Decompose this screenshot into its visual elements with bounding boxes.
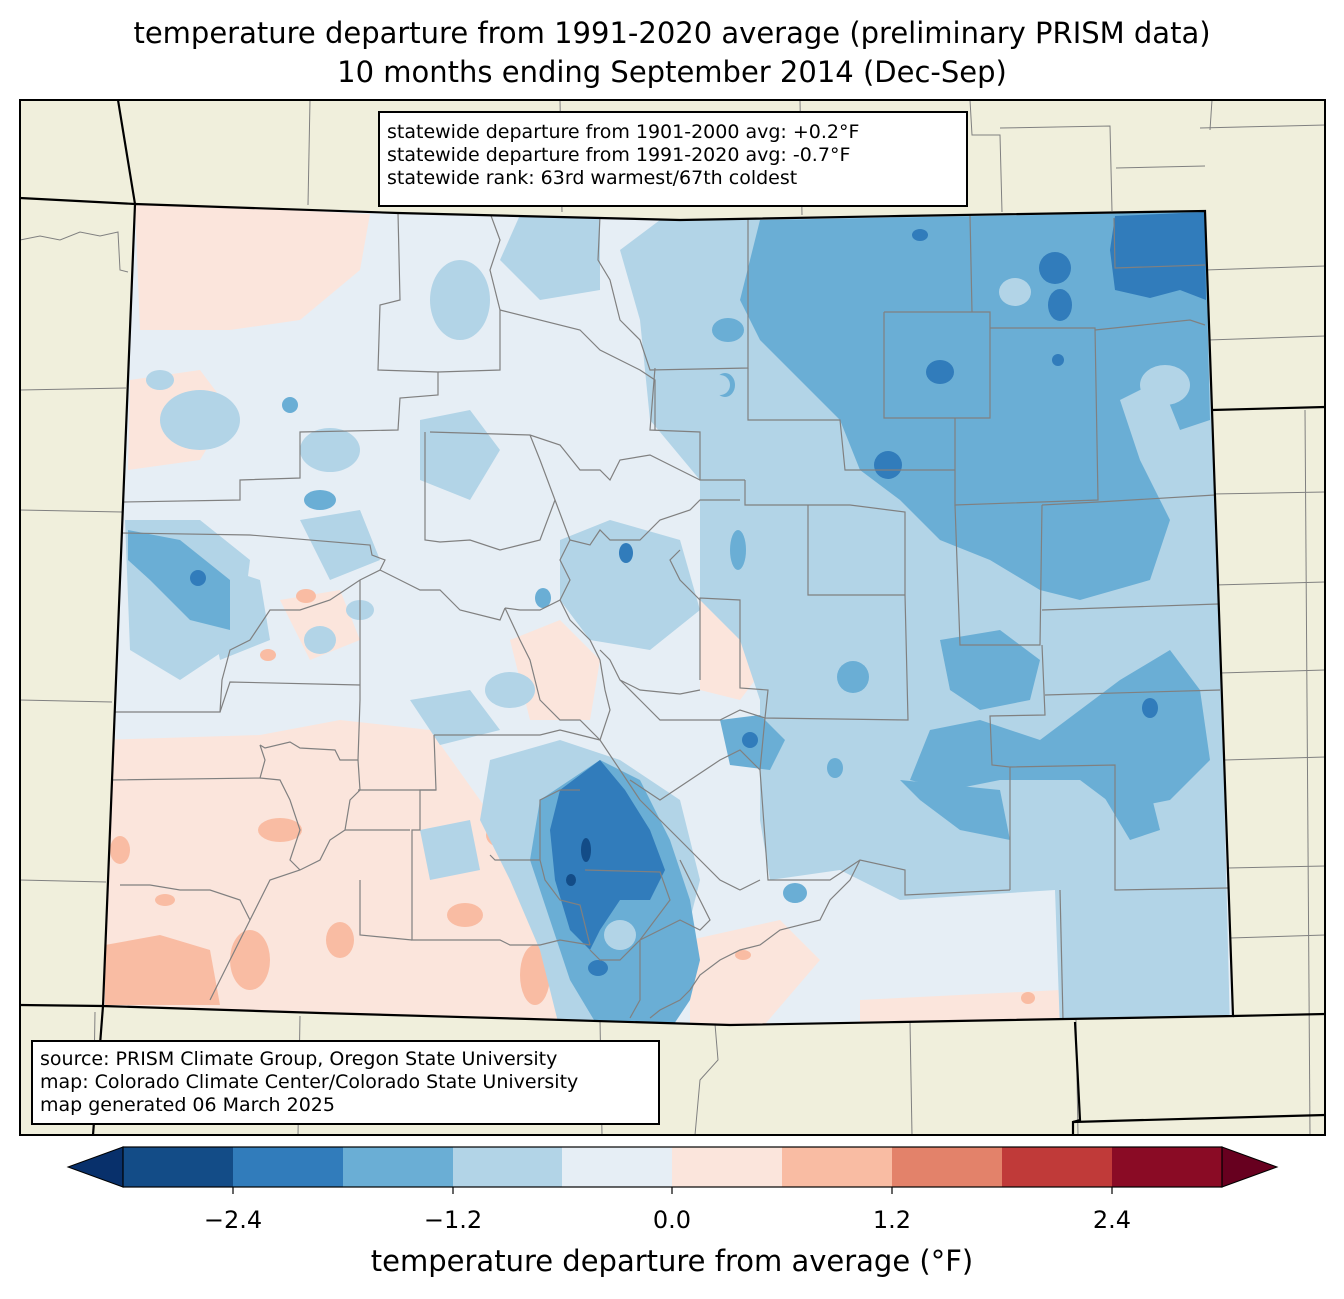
stats-line-1991-2020: statewide departure from 1991-2020 avg: …: [387, 144, 851, 166]
colorbar-tick-label: 1.2: [872, 1206, 912, 1234]
colorbar-bin: [1002, 1147, 1112, 1187]
colorbar-bin: [233, 1147, 343, 1187]
map-subtitle: 10 months ending September 2014 (Dec-Sep…: [337, 55, 1007, 89]
colorbar-bin: [892, 1147, 1002, 1187]
colorbar-bin: [453, 1147, 562, 1187]
colorbar: [66, 1146, 1279, 1194]
stats-line-rank: statewide rank: 63rd warmest/67th coldes…: [387, 167, 798, 189]
generated-date-line: map generated 06 March 2025: [40, 1094, 335, 1116]
source-line: source: PRISM Climate Group, Oregon Stat…: [40, 1048, 558, 1070]
colorbar-tick-label: −2.4: [203, 1206, 263, 1234]
colorbar-bin: [1112, 1147, 1222, 1187]
colorbar-bin: [123, 1147, 233, 1187]
colorbar-tick-label: −1.2: [423, 1206, 483, 1234]
map-credit-line: map: Colorado Climate Center/Colorado St…: [40, 1071, 579, 1093]
source-box: source: PRISM Climate Group, Oregon Stat…: [31, 1040, 660, 1125]
colorbar-bin: [782, 1147, 892, 1187]
colorbar-tick-label: 2.4: [1092, 1206, 1132, 1234]
statewide-stats-box: statewide departure from 1901-2000 avg: …: [378, 111, 968, 207]
colorbar-tick-label: 0.0: [652, 1206, 692, 1234]
temperature-field: [103, 204, 1233, 1025]
stats-line-1901-2000: statewide departure from 1901-2000 avg: …: [387, 121, 860, 143]
colorbar-label: temperature departure from average (°F): [370, 1244, 974, 1278]
colorbar-over-arrow: [1221, 1146, 1279, 1188]
county-lines: [109, 212, 1229, 1021]
colorbar-bin: [343, 1147, 453, 1187]
map-title: temperature departure from 1991-2020 ave…: [133, 16, 1211, 50]
colorbar-bin: [672, 1147, 782, 1187]
colorbar-bin: [562, 1147, 672, 1187]
colorbar-under-arrow: [66, 1146, 124, 1188]
